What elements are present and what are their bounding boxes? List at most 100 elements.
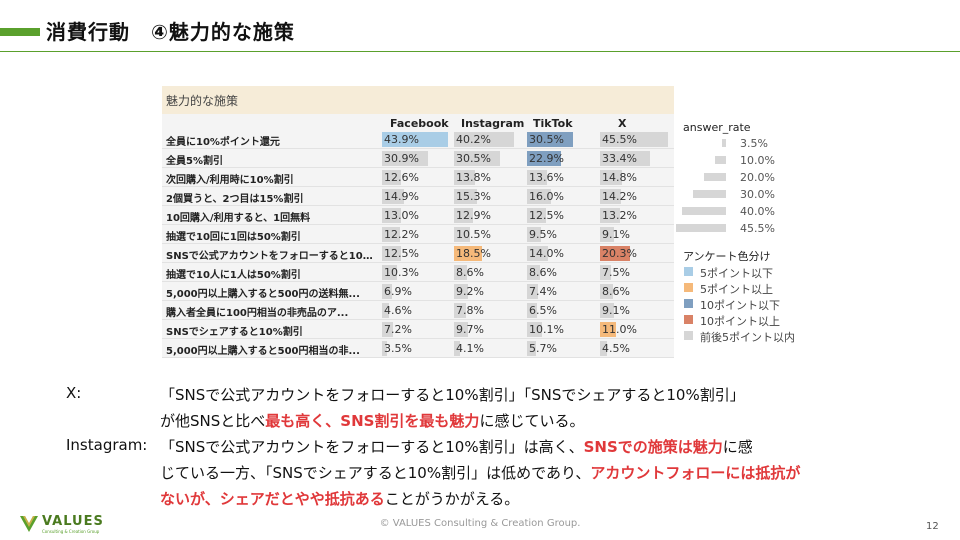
table-header-band: 魅力的な施策 (162, 86, 674, 114)
slide-title: 消費行動 ④魅力的な施策 (46, 20, 295, 44)
color-swatch (684, 315, 693, 324)
color-swatch (684, 267, 693, 276)
table-cell: 13.2% (600, 208, 668, 223)
row-label: 全員5%割引 (166, 156, 223, 167)
cell-value: 14.8% (602, 171, 637, 184)
title-divider (0, 51, 960, 52)
text-span: に感じている。 (479, 412, 585, 430)
table-cell: 7.8% (454, 303, 522, 318)
cell-value: 6.9% (384, 285, 412, 298)
size-legend-label: 40.0% (740, 205, 775, 218)
row-separator (162, 338, 674, 339)
cell-bar (382, 265, 398, 280)
cell-bar (600, 341, 607, 356)
cell-value: 7.4% (529, 285, 557, 298)
cell-value: 13.0% (384, 209, 419, 222)
cell-bar (382, 341, 388, 356)
table-cell: 12.9% (454, 208, 522, 223)
table-cell: 9.2% (454, 284, 522, 299)
cell-bar (527, 208, 546, 223)
cell-value: 9.2% (456, 285, 484, 298)
table-cell: 12.5% (527, 208, 595, 223)
text-span: が他SNSと比べ (160, 412, 266, 430)
color-legend-label: 5ポイント以上 (700, 283, 773, 296)
cell-value: 13.8% (456, 171, 491, 184)
brand-logo: VALUES Consulting & Creation Group (20, 514, 130, 536)
cell-value: 8.6% (529, 266, 557, 279)
cell-value: 4.1% (456, 342, 484, 355)
cell-bar (527, 227, 542, 242)
table-row: 10回購入/利用すると、1回無料 13.0% 12.9% 12.5% 13.2% (162, 207, 674, 224)
table-cell: 14.2% (600, 189, 668, 204)
table-cell: 8.6% (454, 265, 522, 280)
cell-bar (454, 303, 466, 318)
table-row: 5,000円以上購入すると500円の送料無... 6.9% 9.2% 7.4% 8.6% (162, 283, 674, 300)
column-header-tiktok: TikTok (533, 117, 573, 130)
cell-value: 22.9% (529, 152, 564, 165)
row-separator (162, 319, 674, 320)
table-row: 5,000円以上購入すると500円相当の非... 3.5% 4.1% 5.7% 4.5% (162, 340, 674, 357)
commentary-x-line1: 「SNSで公式アカウントをフォローすると10%割引」「SNSでシェアすると10%… (160, 386, 745, 404)
table-row: 購入者全員に100円相当の非売品のア... 4.6% 7.8% 6.5% 9.1% (162, 302, 674, 319)
table-cell: 9.5% (527, 227, 595, 242)
cell-value: 12.5% (529, 209, 564, 222)
size-legend-bar (676, 224, 726, 232)
table-cell: 18.5% (454, 246, 522, 261)
cell-bar (600, 322, 617, 337)
commentary-x-line2: が他SNSと比べ最も高く、SNS割引を最も魅力に感じている。 (160, 410, 584, 431)
cell-bar (600, 208, 620, 223)
size-legend-bar (722, 139, 726, 147)
cell-bar (527, 132, 573, 147)
size-legend-bar (682, 207, 726, 215)
table-cell: 4.5% (600, 341, 668, 356)
cell-value: 15.3% (456, 190, 491, 203)
table-cell: 14.8% (600, 170, 668, 185)
cell-bar (454, 208, 474, 223)
size-legend-label: 45.5% (740, 222, 775, 235)
table-cell: 20.3% (600, 246, 668, 261)
cell-value: 14.9% (384, 190, 419, 203)
table-cell: 11.0% (600, 322, 668, 337)
cell-value: 45.5% (602, 133, 637, 146)
highlight-span: アカウントフォローには抵抗が (590, 464, 801, 482)
table-cell: 8.6% (600, 284, 668, 299)
cell-value: 18.5% (456, 247, 491, 260)
table-cell: 5.7% (527, 341, 595, 356)
highlight-span: 最も高く、SNS割引を最も魅力 (265, 412, 480, 430)
row-separator (162, 186, 674, 187)
cell-value: 13.2% (602, 209, 637, 222)
cell-value: 8.6% (456, 266, 484, 279)
row-separator (162, 281, 674, 282)
table-cell: 22.9% (527, 151, 595, 166)
logo-chevron-icon (20, 516, 38, 532)
column-header-instagram: Instagram (461, 117, 525, 130)
column-header-facebook: Facebook (390, 117, 449, 130)
text-span: ことがうかがえる。 (384, 490, 520, 508)
cell-bar (382, 132, 448, 147)
cell-bar (527, 265, 540, 280)
cell-value: 7.8% (456, 304, 484, 317)
table-cell: 13.0% (382, 208, 450, 223)
page-number: 12 (926, 521, 939, 532)
color-legend-label: 10ポイント以下 (700, 299, 780, 312)
size-legend-label: 20.0% (740, 171, 775, 184)
text-span: に感 (722, 438, 753, 456)
row-label: 抽選で10人に1人は50%割引 (166, 270, 301, 281)
title-accent-bar (0, 28, 40, 36)
highlight-span: SNSでの施策は魅力 (583, 438, 723, 456)
size-legend-bar (715, 156, 726, 164)
row-label: 次回購入/利用時に10%割引 (166, 175, 294, 186)
cell-value: 12.5% (384, 247, 419, 260)
cell-bar (454, 132, 515, 147)
size-legend-label: 3.5% (740, 137, 768, 150)
table-cell: 40.2% (454, 132, 522, 147)
table-cell: 30.5% (527, 132, 595, 147)
row-label: 購入者全員に100円相当の非売品のア... (166, 308, 349, 319)
table-row: 2個買うと、2つ目は15%割引 14.9% 15.3% 16.0% 14.2% (162, 188, 674, 205)
commentary-instagram-label: Instagram: (66, 436, 148, 454)
table-cell: 4.1% (454, 341, 522, 356)
cell-bar (600, 170, 623, 185)
cell-bar (527, 303, 537, 318)
size-legend-bar (693, 190, 726, 198)
color-swatch (684, 299, 693, 308)
